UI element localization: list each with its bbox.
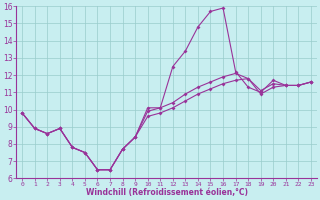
X-axis label: Windchill (Refroidissement éolien,°C): Windchill (Refroidissement éolien,°C) <box>85 188 248 197</box>
